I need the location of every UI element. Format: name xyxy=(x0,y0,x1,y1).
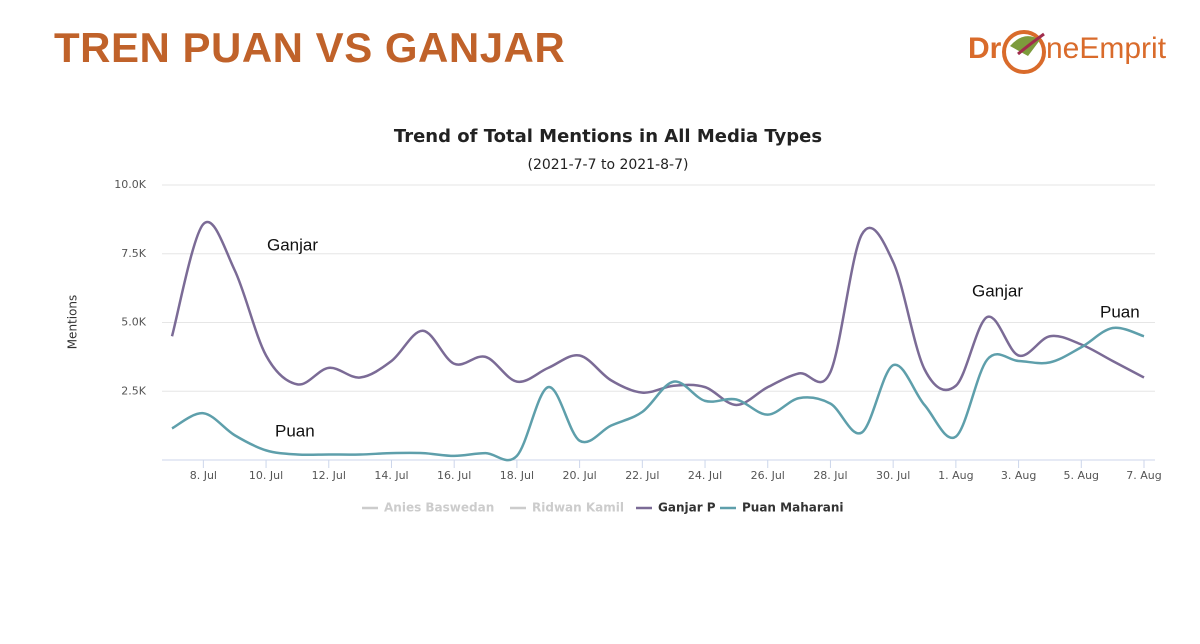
y-tick-label: 10.0K xyxy=(114,178,146,191)
logo-text: neEmprit xyxy=(1046,32,1167,65)
chart-subtitle: (2021-7-7 to 2021-8-7) xyxy=(528,157,689,173)
y-axis-label: Mentions xyxy=(66,295,80,350)
x-tick-label: 7. Aug xyxy=(1126,469,1161,482)
x-tick-label: 14. Jul xyxy=(374,469,408,482)
x-tick-label: 20. Jul xyxy=(562,469,596,482)
y-tick-label: 7.5K xyxy=(121,247,146,260)
x-tick-label: 22. Jul xyxy=(625,469,659,482)
y-tick-label: 2.5K xyxy=(121,384,146,397)
slide-title: TREN PUAN VS GANJAR xyxy=(54,24,566,71)
annotation: Puan xyxy=(1100,302,1140,321)
legend-item: Anies Baswedan xyxy=(362,501,494,515)
chart-title: Trend of Total Mentions in All Media Typ… xyxy=(394,126,822,147)
x-tick-label: 10. Jul xyxy=(249,469,283,482)
logo-icon xyxy=(1002,30,1046,74)
x-tick-label: 30. Jul xyxy=(876,469,910,482)
legend-item: Ganjar P xyxy=(636,501,716,515)
x-tick-label: 24. Jul xyxy=(688,469,722,482)
x-tick-label: 1. Aug xyxy=(938,469,973,482)
logo-text: Dr xyxy=(968,32,1002,65)
x-tick-label: 16. Jul xyxy=(437,469,471,482)
x-tick-label: 18. Jul xyxy=(500,469,534,482)
x-tick-label: 12. Jul xyxy=(312,469,346,482)
x-tick-label: 26. Jul xyxy=(751,469,785,482)
x-tick-label: 28. Jul xyxy=(813,469,847,482)
legend-item: Puan Maharani xyxy=(720,501,844,515)
annotation: Puan xyxy=(275,421,315,440)
annotation: Ganjar xyxy=(972,281,1023,300)
legend-label: Anies Baswedan xyxy=(384,501,494,515)
legend-label: Puan Maharani xyxy=(742,501,844,515)
legend-label: Ganjar P xyxy=(658,501,716,515)
series-line xyxy=(171,326,1145,462)
logo-icon xyxy=(1017,32,1045,56)
legend-label: Ridwan Kamil xyxy=(532,501,624,515)
x-tick-label: 5. Aug xyxy=(1064,469,1099,482)
logo: Dr neEmprit xyxy=(968,30,1167,74)
legend-item: Ridwan Kamil xyxy=(510,501,624,515)
series-line xyxy=(170,220,1145,407)
x-tick-label: 8. Jul xyxy=(190,469,217,482)
annotation: Ganjar xyxy=(267,235,318,254)
x-tick-label: 3. Aug xyxy=(1001,469,1036,482)
y-tick-label: 5.0K xyxy=(121,316,146,329)
